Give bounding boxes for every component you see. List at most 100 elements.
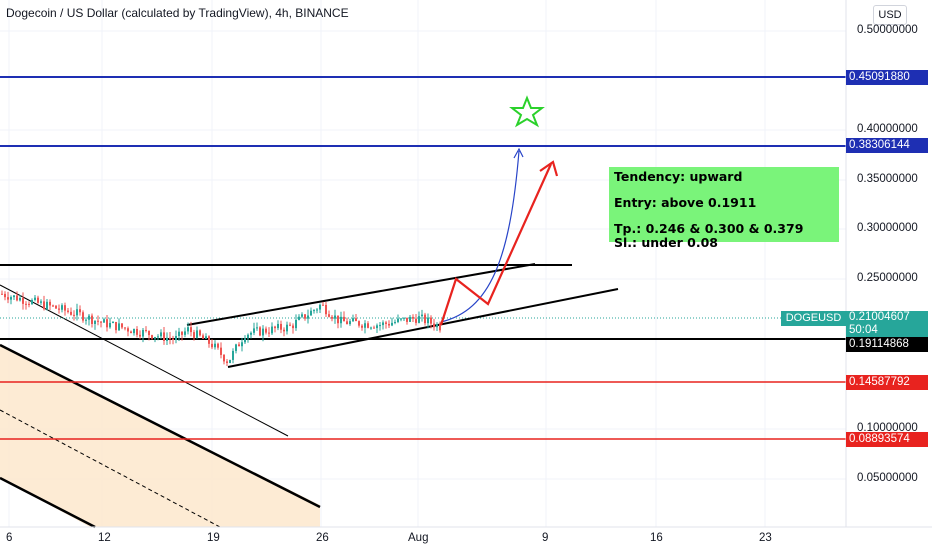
candle-body bbox=[178, 331, 180, 336]
candle-body bbox=[340, 316, 342, 324]
candle-body bbox=[349, 321, 351, 325]
candle-body bbox=[124, 327, 126, 329]
candle-body bbox=[127, 328, 129, 332]
candle-body bbox=[358, 321, 360, 326]
candle-body bbox=[406, 317, 408, 322]
analysis-note[interactable]: Tendency: upward Entry: above 0.1911 Tp.… bbox=[609, 167, 839, 250]
candle-body bbox=[238, 344, 240, 347]
candle-body bbox=[55, 305, 57, 309]
candle-body bbox=[103, 319, 105, 323]
blue-projection-arrowhead bbox=[513, 147, 524, 159]
candle-body bbox=[163, 332, 165, 341]
candle-body bbox=[316, 309, 318, 311]
note-sl: Sl.: under 0.08 bbox=[614, 235, 718, 250]
candle-body bbox=[424, 314, 426, 324]
current-price-tag: 0.21004607 50:04 bbox=[846, 311, 928, 337]
candle-body bbox=[79, 309, 81, 313]
candle-body bbox=[157, 336, 159, 338]
candle-body bbox=[265, 328, 267, 333]
candle-body bbox=[169, 337, 171, 339]
candle-body bbox=[418, 316, 420, 323]
candle-body bbox=[43, 301, 45, 310]
candle-body bbox=[199, 330, 201, 336]
time-axis-label: Aug bbox=[408, 532, 429, 544]
candle-body bbox=[1, 293, 3, 295]
candle-body bbox=[241, 342, 243, 347]
price-tag-blue-1[interactable]: 0.45091880 bbox=[846, 70, 928, 85]
candle-body bbox=[85, 319, 87, 321]
candle-body bbox=[109, 322, 111, 328]
candle-body bbox=[391, 322, 393, 326]
candle-body bbox=[25, 303, 27, 305]
candle-body bbox=[379, 325, 381, 327]
note-entry: Entry: above 0.1911 bbox=[614, 195, 757, 210]
candle-body bbox=[202, 335, 204, 339]
candle-body bbox=[133, 329, 135, 334]
candle-body bbox=[184, 331, 186, 335]
candle-body bbox=[139, 334, 141, 337]
candle-body bbox=[394, 321, 396, 323]
candle-body bbox=[337, 315, 339, 324]
candle-body bbox=[277, 323, 279, 329]
candle-body bbox=[325, 304, 327, 315]
candle-body bbox=[22, 297, 24, 304]
candle-body bbox=[298, 316, 300, 320]
candle-body bbox=[427, 317, 429, 324]
price-tag-blue-2[interactable]: 0.38306144 bbox=[846, 138, 928, 153]
candle-body bbox=[373, 327, 375, 329]
time-axis-label: 9 bbox=[542, 532, 549, 544]
candle-body bbox=[280, 323, 282, 330]
candle-body bbox=[217, 343, 219, 348]
candle-body bbox=[196, 330, 198, 338]
candle-body bbox=[10, 297, 12, 300]
candle-body bbox=[37, 297, 39, 303]
candle-body bbox=[250, 332, 252, 335]
candle-body bbox=[301, 314, 303, 317]
candle-body bbox=[409, 316, 411, 322]
candle-body bbox=[223, 354, 225, 362]
candle-body bbox=[262, 328, 264, 336]
candle-body bbox=[52, 305, 54, 307]
time-axis-label: 23 bbox=[759, 532, 772, 544]
current-price-value: 0.21004607 bbox=[849, 311, 910, 323]
price-tag-black[interactable]: 0.19114868 bbox=[846, 337, 928, 352]
price-tag-red-2[interactable]: 0.08893574 bbox=[846, 432, 928, 447]
ascending-channel-lower bbox=[227, 288, 619, 368]
price-scale-label: 0.30000000 bbox=[857, 222, 918, 234]
price-tag-red-1[interactable]: 0.14587792 bbox=[846, 375, 928, 390]
descending-channel-fill bbox=[0, 345, 320, 527]
candle-body bbox=[205, 336, 207, 339]
candle-body bbox=[91, 315, 93, 324]
candle-body bbox=[172, 338, 174, 341]
candle-body bbox=[403, 317, 405, 319]
symbol-tag: DOGEUSD bbox=[781, 311, 846, 326]
candle-body bbox=[367, 323, 369, 328]
candle-body bbox=[220, 347, 222, 355]
candle-body bbox=[244, 338, 246, 343]
candle-body bbox=[193, 332, 195, 338]
candle-body bbox=[34, 297, 36, 301]
candle-body bbox=[271, 326, 273, 334]
candle-body bbox=[232, 350, 234, 360]
time-axis-label: 26 bbox=[316, 532, 329, 544]
candle-body bbox=[130, 331, 132, 334]
candle-body bbox=[283, 329, 285, 332]
candle-body bbox=[214, 343, 216, 348]
candle-body bbox=[376, 325, 378, 329]
candle-body bbox=[274, 326, 276, 329]
candle-body bbox=[58, 308, 60, 310]
currency-button[interactable]: USD bbox=[873, 5, 907, 25]
candle-body bbox=[151, 335, 153, 339]
chart-title: Dogecoin / US Dollar (calculated by Trad… bbox=[6, 6, 349, 20]
target-star-icon bbox=[509, 95, 545, 128]
candle-body bbox=[388, 323, 390, 326]
time-axis-label: 12 bbox=[98, 532, 111, 544]
ascending-channel-upper bbox=[186, 263, 536, 326]
candle-body bbox=[88, 315, 90, 320]
candle-body bbox=[118, 323, 120, 331]
candle-body bbox=[100, 321, 102, 323]
candle-body bbox=[190, 327, 192, 333]
candle-body bbox=[94, 320, 96, 324]
candle-body bbox=[304, 314, 306, 319]
